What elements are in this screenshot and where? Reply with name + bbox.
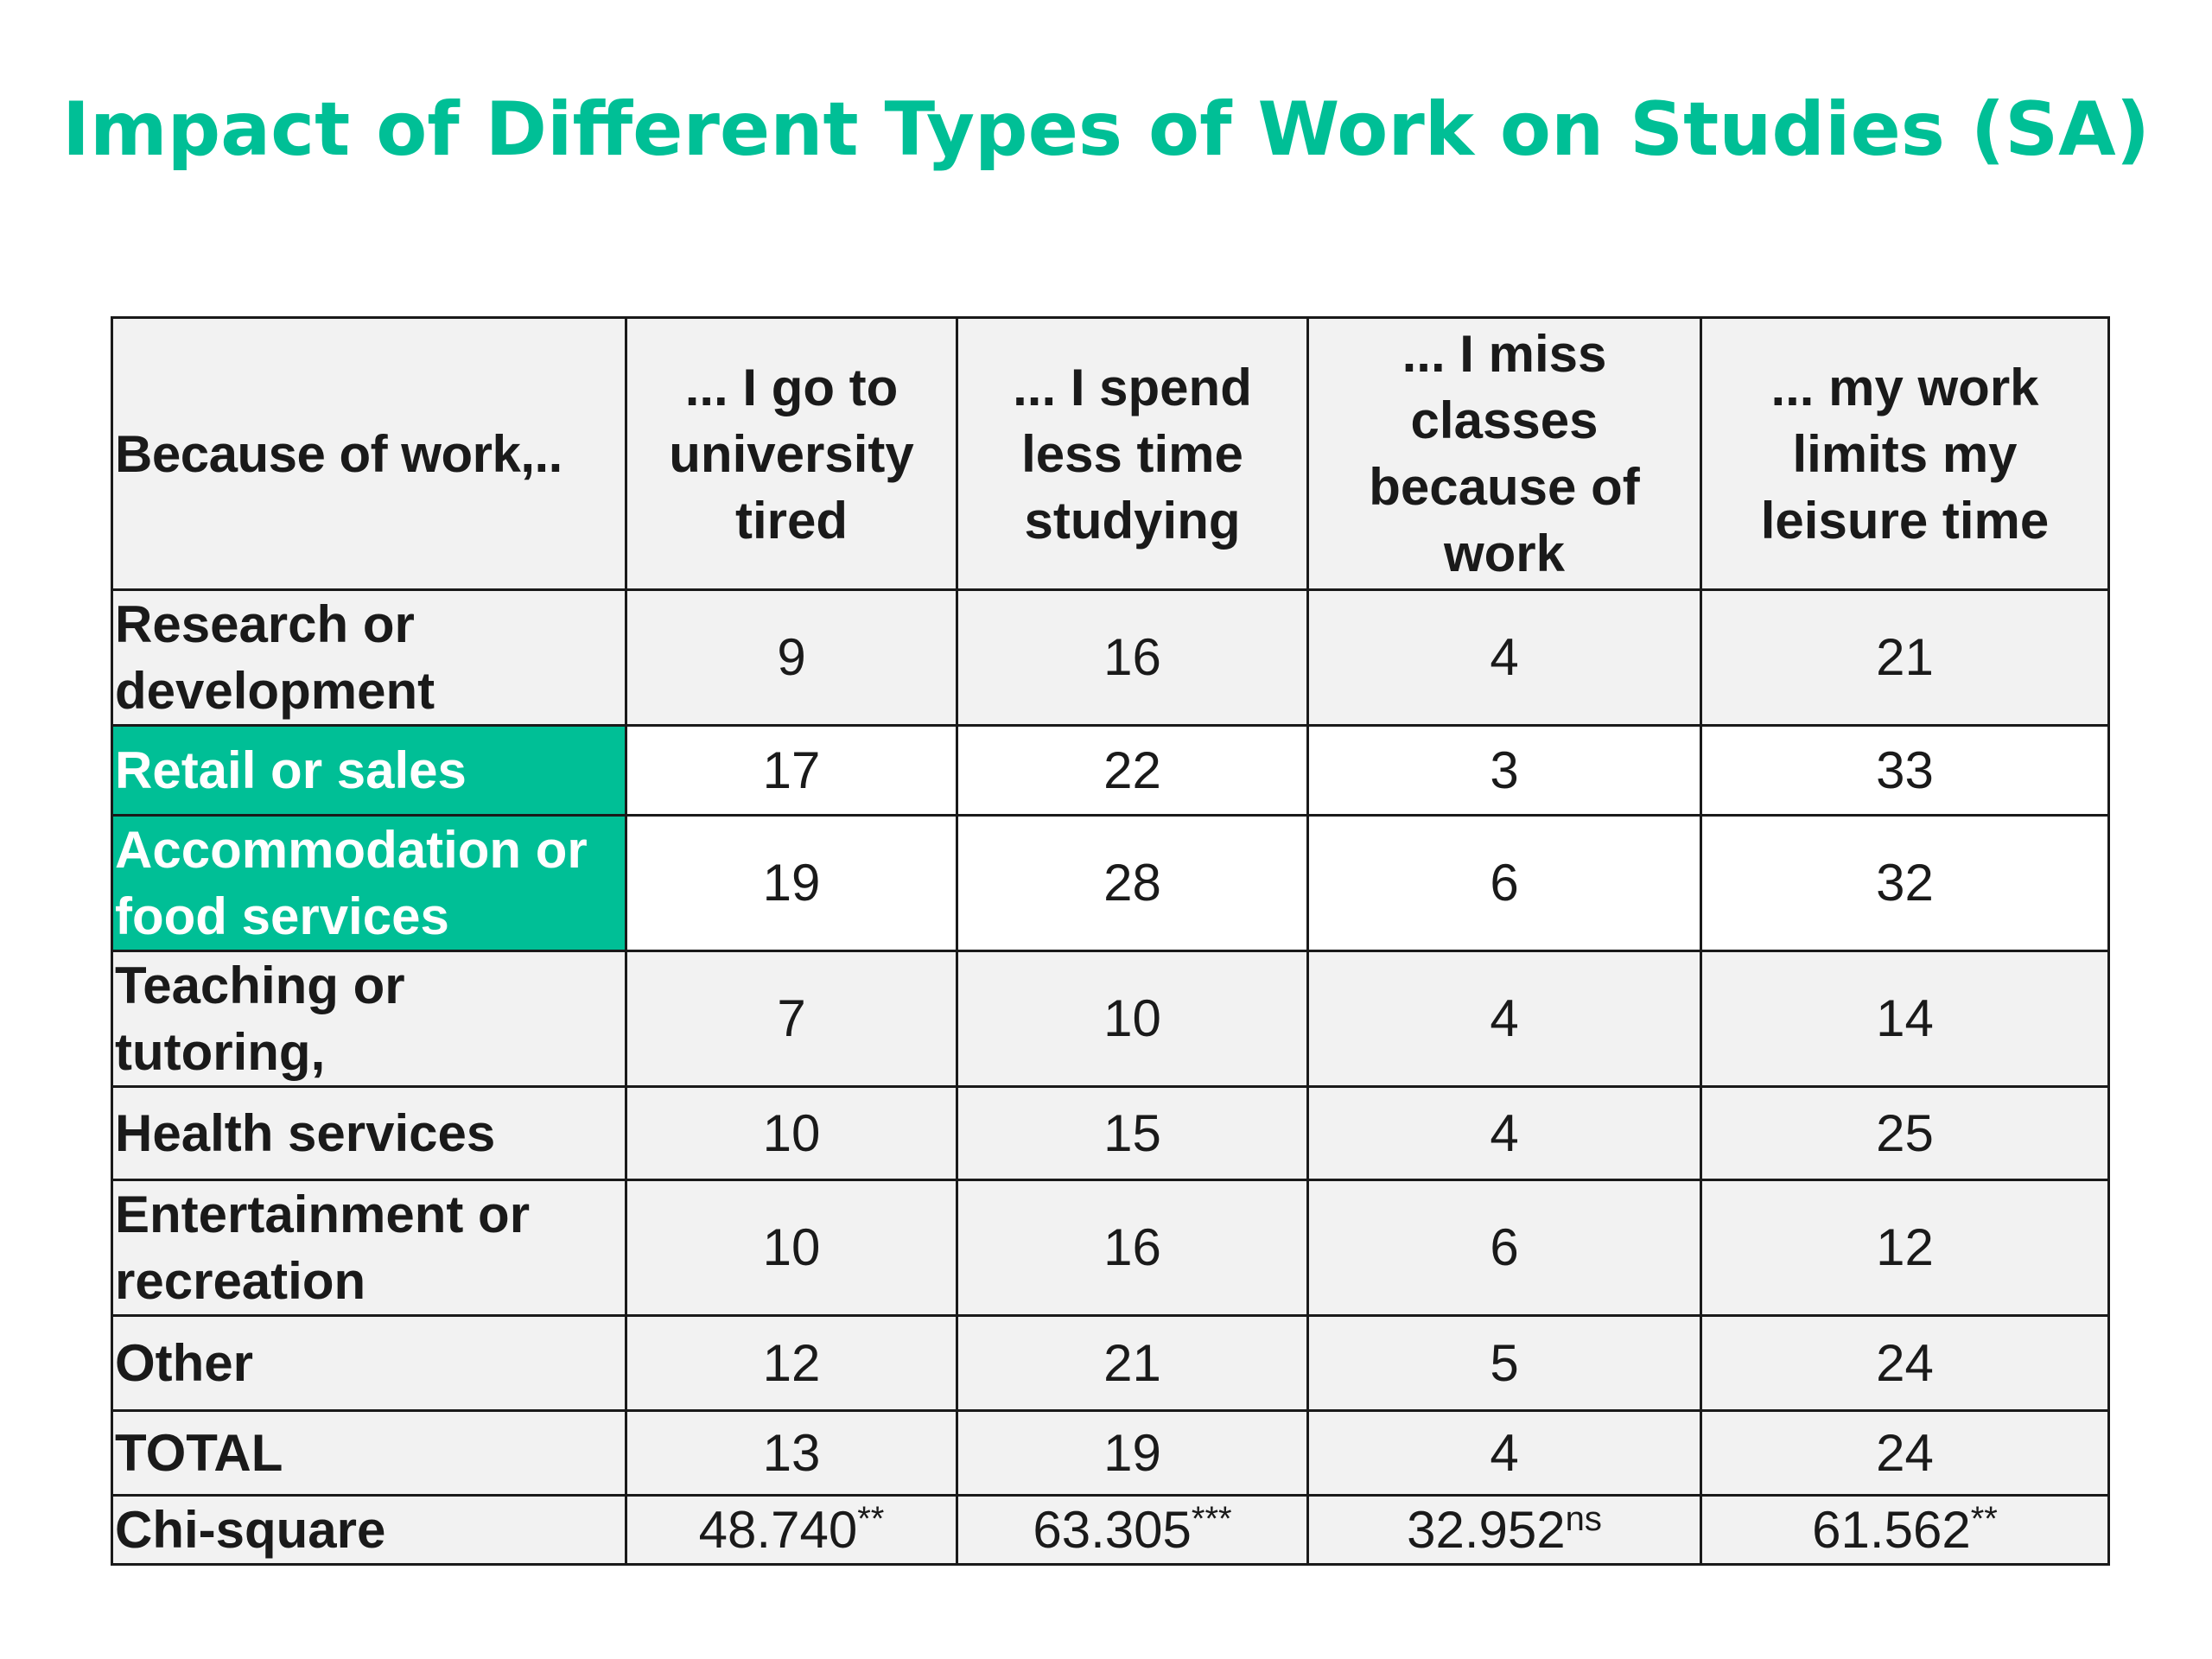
chi-square-row: Chi-square 48.740** 63.305*** 32.952ns 6… [111,1494,2110,1566]
table-cell: 24 [1700,1409,2110,1497]
table-cell: 16 [956,588,1309,727]
table-cell: 4 [1306,1085,1702,1181]
table-cell: 4 [1306,588,1702,727]
table-cell: 24 [1700,1314,2110,1412]
table-cell: 28 [956,814,1309,952]
page-title: Impact of Different Types of Work on Stu… [61,86,2151,173]
column-header: ... my work limits my leisure time [1700,316,2110,591]
table-cell: 14 [1700,950,2110,1088]
column-header: ... I miss classes because of work [1306,316,1702,591]
table-cell: 4 [1306,950,1702,1088]
corner-header: Because of work,.. [111,316,627,591]
table-cell: 19 [956,1409,1309,1497]
table-cell: 6 [1306,1179,1702,1317]
table-cell: 12 [1700,1179,2110,1317]
table-cell: 10 [956,950,1309,1088]
table-cell: 10 [625,1085,958,1181]
chi-square-cell: 61.562** [1700,1494,2110,1566]
significance-marker: ** [857,1499,885,1538]
row-label: Teaching or tutoring, [111,950,627,1088]
chi-square-value: 32.952 [1407,1500,1566,1559]
table-row: TOTAL 13 19 4 24 [111,1409,2110,1497]
chi-square-value: 48.740 [698,1500,858,1559]
column-header: ... I spend less time studying [956,316,1309,591]
table-cell: 7 [625,950,958,1088]
chi-square-cell: 32.952ns [1306,1494,1702,1566]
table-cell: 10 [625,1179,958,1317]
row-label: Chi-square [111,1494,627,1566]
table-cell: 22 [956,724,1309,817]
significance-marker: *** [1191,1499,1232,1538]
table-cell: 15 [956,1085,1309,1181]
table-cell: 5 [1306,1314,1702,1412]
chi-square-cell: 63.305*** [956,1494,1309,1566]
table-cell: 32 [1700,814,2110,952]
table-cell: 21 [1700,588,2110,727]
row-label: Other [111,1314,627,1412]
table-cell: 9 [625,588,958,727]
table-cell: 19 [625,814,958,952]
table-cell: 13 [625,1409,958,1497]
table-row: Accommodation or food services 19 28 6 3… [111,814,2110,952]
table-row: Entertainment or recreation 10 16 6 12 [111,1179,2110,1317]
table-row: Teaching or tutoring, 7 10 4 14 [111,950,2110,1088]
data-table: Because of work,.. ... I go to universit… [111,316,2110,1566]
table-row: Health services 10 15 4 25 [111,1085,2110,1181]
significance-marker: ns [1565,1499,1602,1538]
table-cell: 3 [1306,724,1702,817]
table-cell: 6 [1306,814,1702,952]
table-cell: 25 [1700,1085,2110,1181]
chi-square-cell: 48.740** [625,1494,958,1566]
table-cell: 16 [956,1179,1309,1317]
row-label: Accommodation or food services [111,814,627,952]
row-label: TOTAL [111,1409,627,1497]
row-label: Retail or sales [111,724,627,817]
significance-marker: ** [1970,1499,1998,1538]
row-label: Health services [111,1085,627,1181]
table-row: Retail or sales 17 22 3 33 [111,724,2110,817]
table-cell: 17 [625,724,958,817]
column-header: ... I go to university tired [625,316,958,591]
header-row: Because of work,.. ... I go to universit… [111,316,2110,591]
table-row: Research or development 9 16 4 21 [111,588,2110,727]
row-label: Research or development [111,588,627,727]
chi-square-value: 61.562 [1812,1500,1971,1559]
table-cell: 33 [1700,724,2110,817]
table-cell: 4 [1306,1409,1702,1497]
table-cell: 21 [956,1314,1309,1412]
table-row: Other 12 21 5 24 [111,1314,2110,1412]
row-label: Entertainment or recreation [111,1179,627,1317]
table-cell: 12 [625,1314,958,1412]
chi-square-value: 63.305 [1033,1500,1192,1559]
